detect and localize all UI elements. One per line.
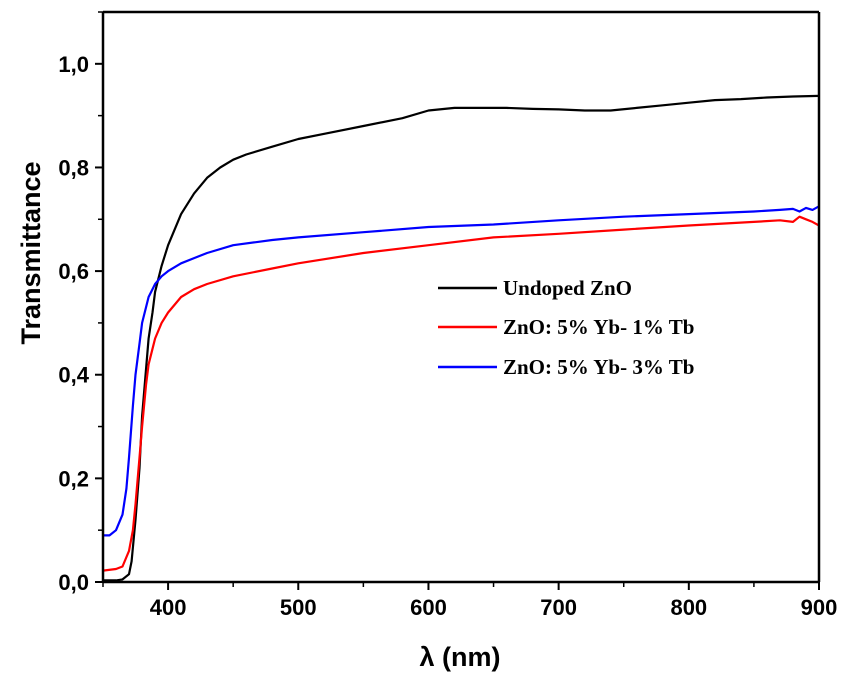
legend: Undoped ZnO ZnO: 5% Yb- 1% Tb ZnO: 5% Yb- … — [438, 276, 694, 379]
y-tick-label-2: 0,4 — [58, 363, 89, 388]
legend-label-1: Undoped ZnO — [503, 276, 632, 300]
y-tick-label-3: 0,6 — [58, 259, 89, 284]
series-line-2 — [103, 215, 819, 572]
y-tick-label-0: 0,0 — [58, 570, 89, 595]
x-tick-label-900: 900 — [801, 595, 838, 620]
y-tick-label-5: 1,0 — [58, 52, 89, 77]
x-axis-title: λ (nm) — [420, 642, 501, 672]
series-line-1 — [103, 94, 819, 582]
axes-layer: 400 500 600 700 800 900 0,0 0,2 0,4 0,6 0,8 1,0 — [58, 10, 838, 620]
legend-label-2: ZnO: 5% Yb- 1% Tb — [503, 315, 694, 339]
legend-label-3: ZnO: 5% Yb- 3% Tb — [503, 355, 694, 379]
series-line-3 — [103, 205, 819, 537]
y-tick-label-4: 0,8 — [58, 155, 89, 180]
x-tick-label-400: 400 — [150, 595, 187, 620]
x-tick-label-600: 600 — [410, 595, 447, 620]
series-layer — [103, 94, 819, 582]
x-tick-label-800: 800 — [670, 595, 707, 620]
y-tick-label-1: 0,2 — [58, 466, 89, 491]
x-tick-label-700: 700 — [540, 595, 577, 620]
y-axis-title: Transmittance — [16, 161, 46, 344]
x-tick-label-500: 500 — [280, 595, 317, 620]
